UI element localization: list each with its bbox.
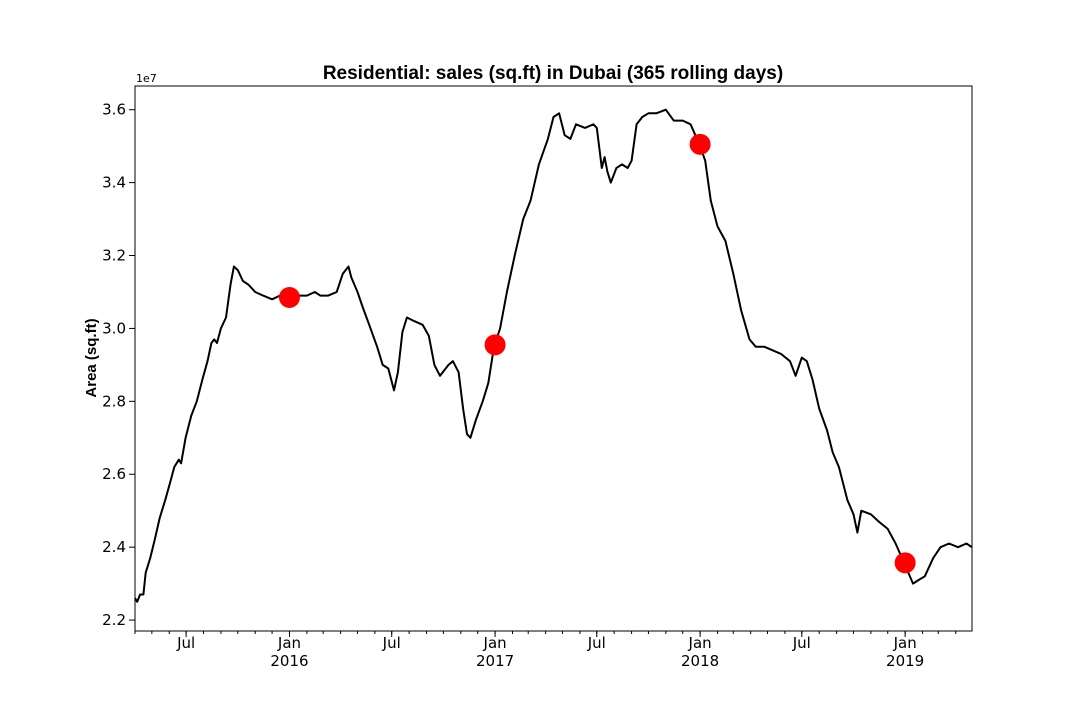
highlight-marker xyxy=(894,552,916,574)
highlight-marker xyxy=(278,286,300,308)
y-tick-label: 3.6 xyxy=(102,101,126,119)
x-tick-label: Jan xyxy=(277,634,301,652)
y-tick-label: 3.2 xyxy=(102,247,126,265)
highlight-marker xyxy=(484,334,506,356)
y-tick-label: 3.0 xyxy=(102,319,126,337)
series-line xyxy=(134,108,973,603)
x-tick-label: Jan xyxy=(483,634,507,652)
x-tick-label: Jan xyxy=(893,634,917,652)
y-tick-label: 2.6 xyxy=(102,465,126,483)
y-tick-label: 3.4 xyxy=(102,174,126,192)
y-tick-label: 2.8 xyxy=(102,392,126,410)
y-tick-label: 2.2 xyxy=(102,611,126,629)
x-tick-year-label: 2018 xyxy=(681,652,719,670)
x-tick-label: Jul xyxy=(176,634,195,652)
axes-frame xyxy=(134,85,973,632)
x-tick-label: Jul xyxy=(587,634,606,652)
x-tick-label: Jul xyxy=(792,634,811,652)
y-axis-label: Area (sq.ft) xyxy=(83,318,100,397)
x-tick-year-label: 2016 xyxy=(270,652,308,670)
x-tick-label: Jul xyxy=(382,634,401,652)
x-tick-year-label: 2019 xyxy=(886,652,924,670)
x-tick-year-label: 2017 xyxy=(476,652,514,670)
x-tick-label: Jan xyxy=(688,634,712,652)
y-axis-offset-label: 1e7 xyxy=(136,72,157,85)
y-tick-label: 2.4 xyxy=(102,538,126,556)
chart-title: Residential: sales (sq.ft) in Dubai (365… xyxy=(323,63,783,84)
highlight-marker xyxy=(689,133,711,155)
